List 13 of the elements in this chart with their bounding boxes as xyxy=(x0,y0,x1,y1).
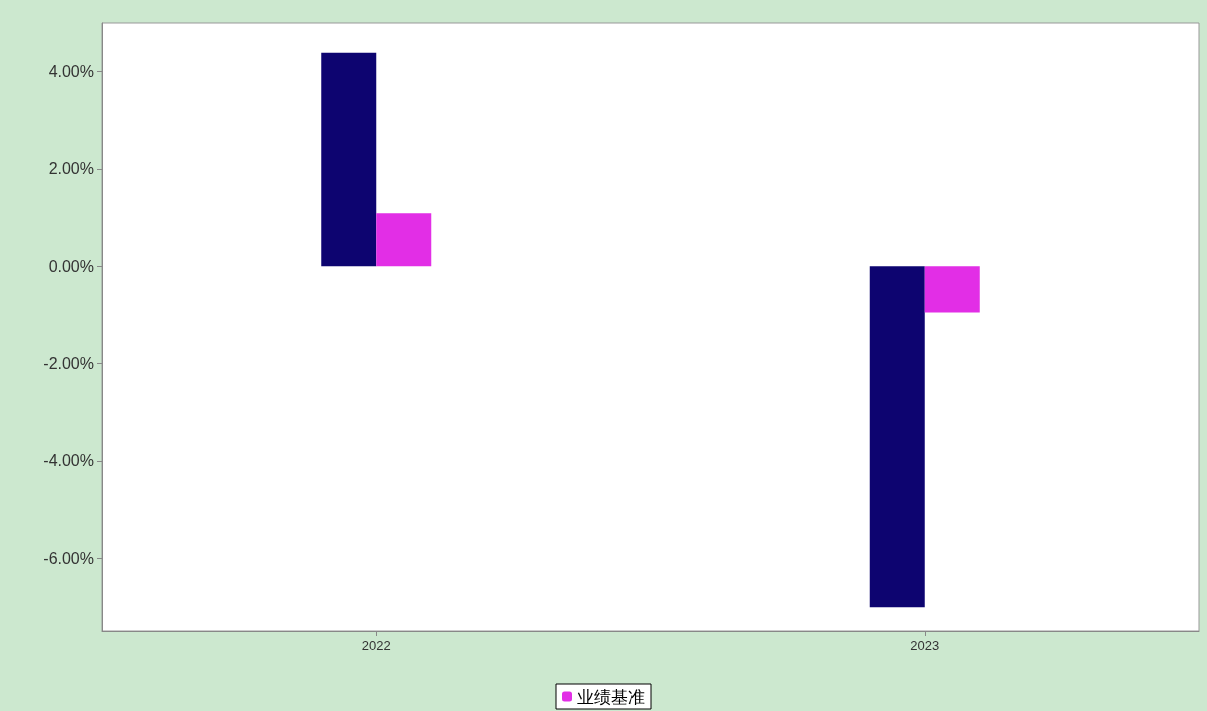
y-tick-label: 0.00% xyxy=(48,257,94,275)
bar xyxy=(924,266,980,313)
y-tick-label: -2.00% xyxy=(43,354,94,372)
legend-label: 业绩基准 xyxy=(577,686,645,707)
y-tick-label: 2.00% xyxy=(48,160,94,178)
x-tick-label: 2022 xyxy=(361,638,391,653)
y-tick-label: -6.00% xyxy=(43,549,94,567)
y-tick-label: -4.00% xyxy=(43,452,94,470)
bar xyxy=(869,266,925,608)
x-tick-label: 2023 xyxy=(910,638,940,653)
y-tick-label: 4.00% xyxy=(48,63,94,81)
bar xyxy=(321,52,377,267)
bar xyxy=(376,213,432,267)
